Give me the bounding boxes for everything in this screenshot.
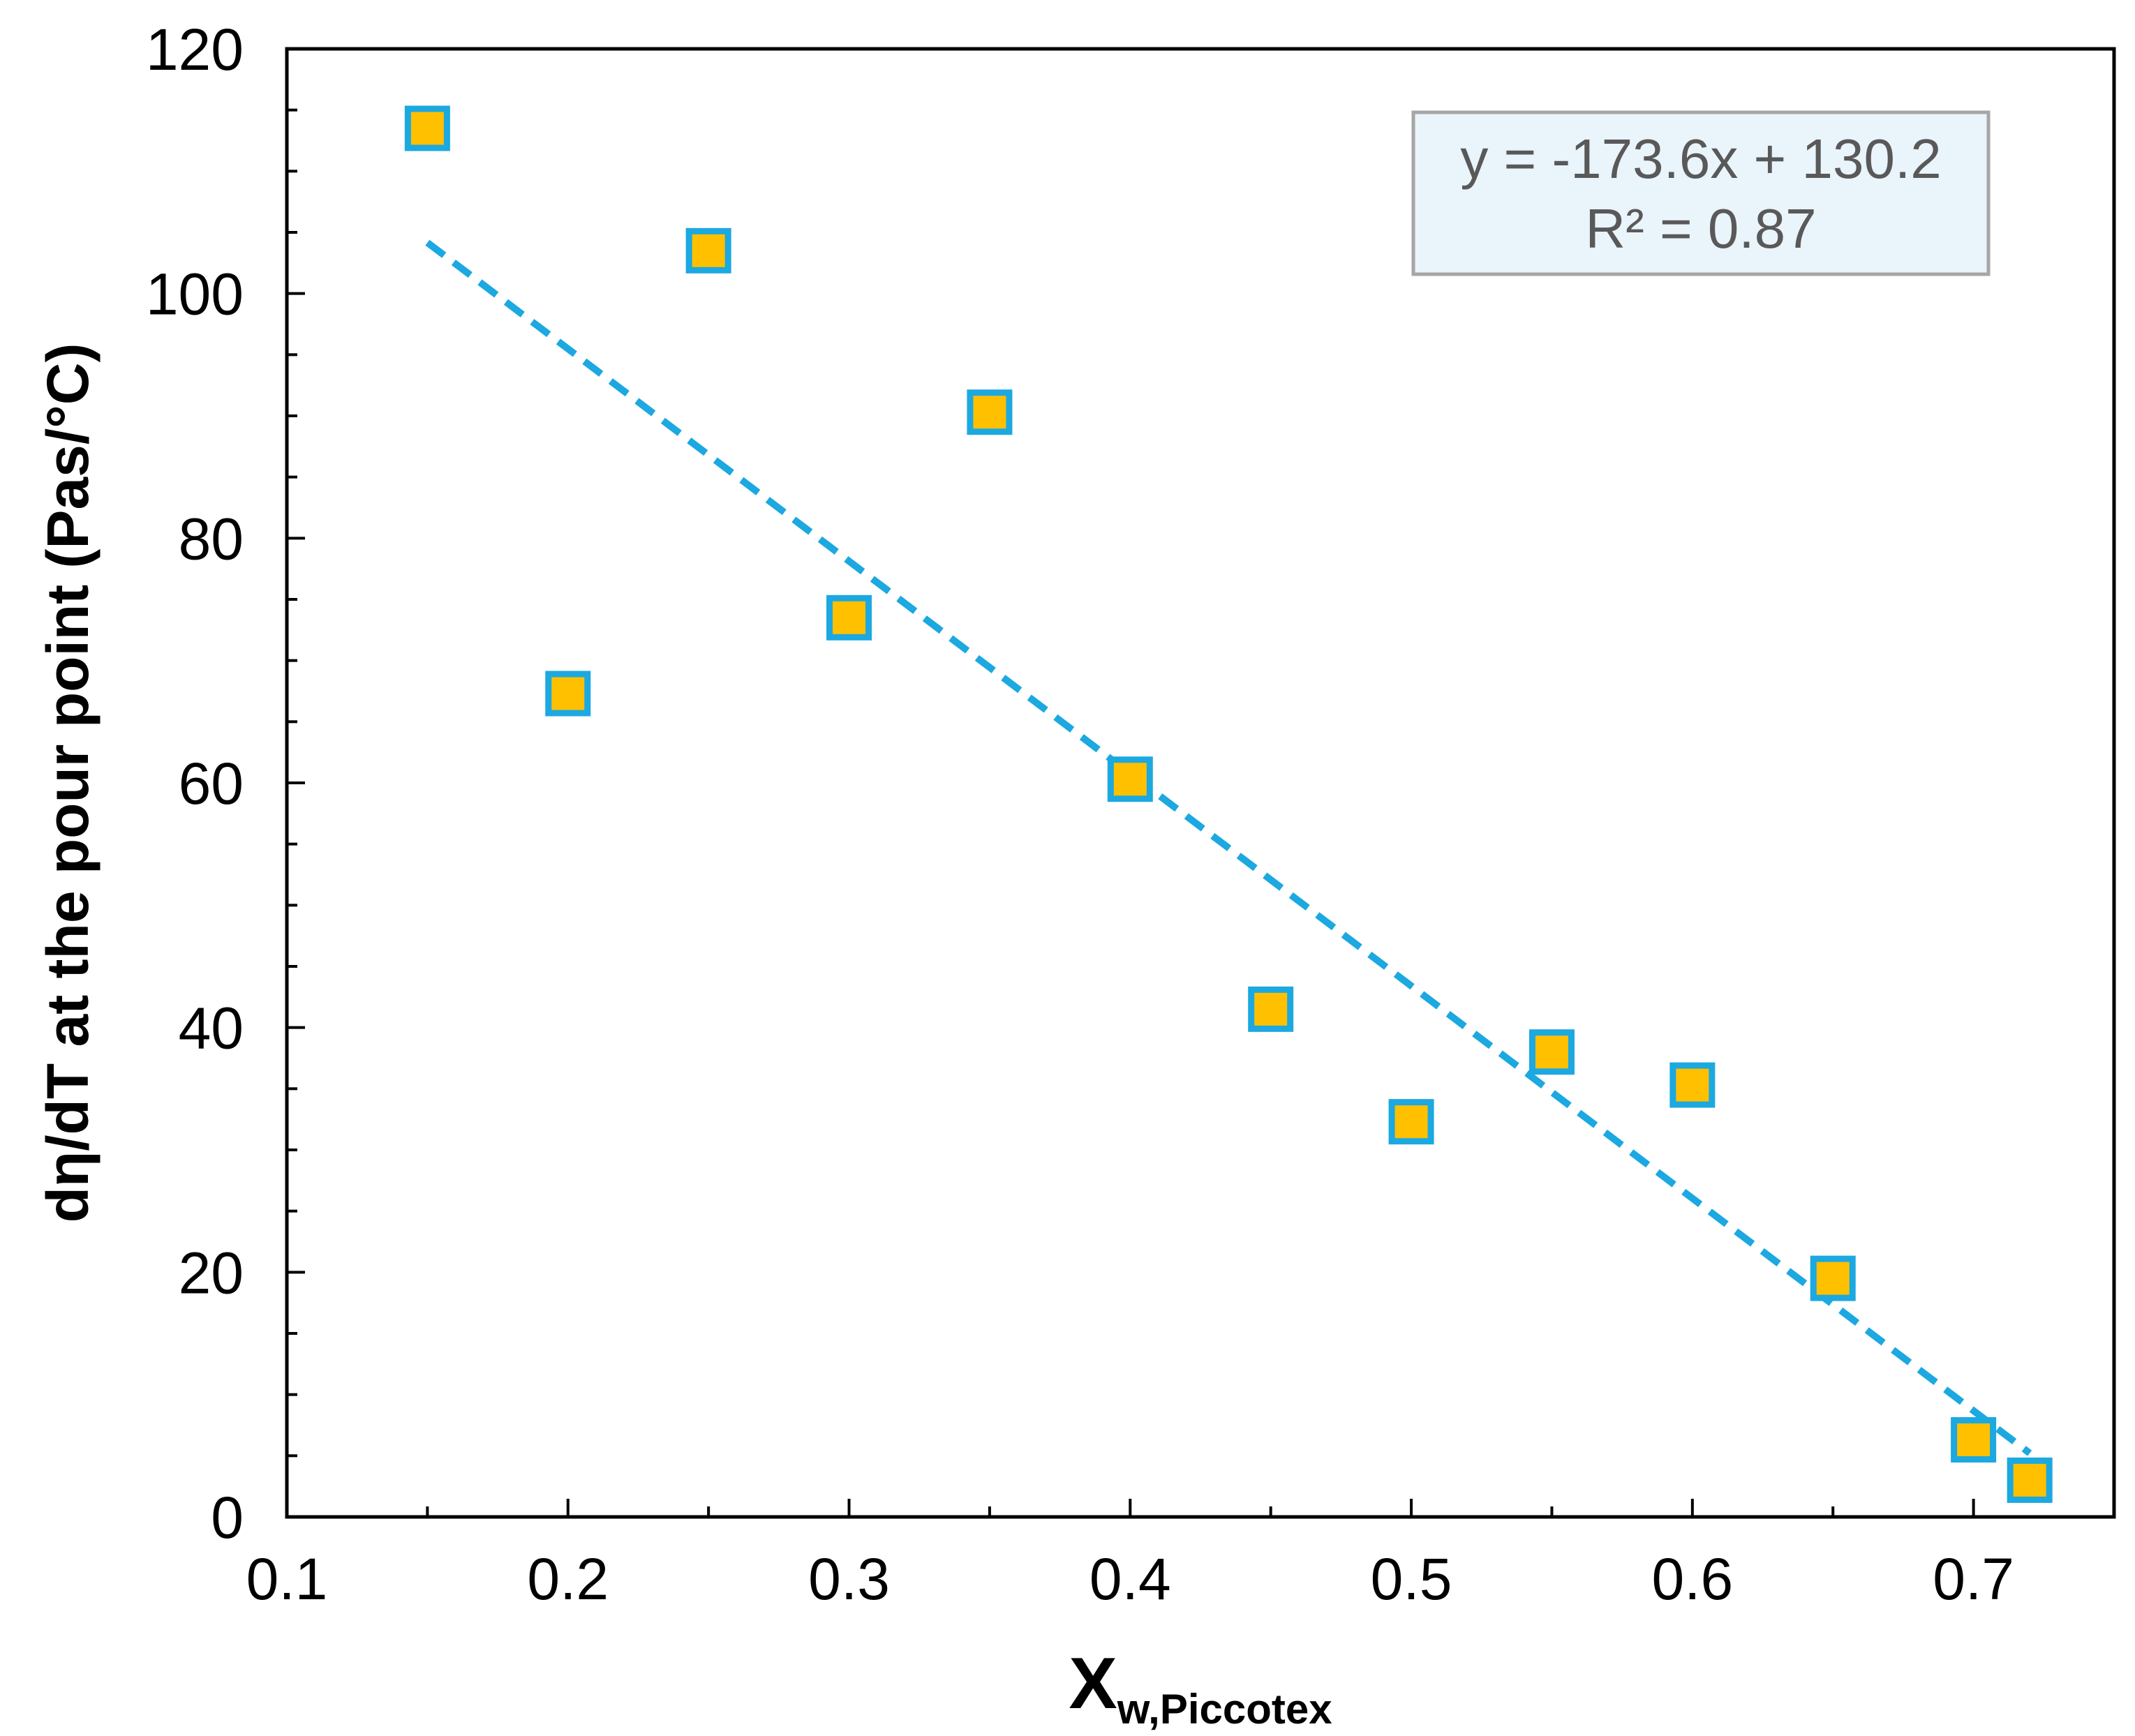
data-point [1951, 1417, 1997, 1463]
y-tick-label: 120 [146, 17, 244, 82]
data-points [404, 105, 2053, 1503]
y-tick-label: 60 [179, 751, 244, 816]
y-tick-label: 80 [179, 506, 244, 571]
x-tick-label: 0.6 [1651, 1546, 1733, 1612]
r-squared-value: R² = 0.87 [1585, 197, 1816, 260]
trendline-equation-box: y = -173.6x + 130.2 R² = 0.87 [1411, 110, 1991, 276]
x-tick-labels: 0.1 0.2 0.3 0.4 0.5 0.6 0.7 [246, 1546, 2014, 1612]
x-axis-title: Xw,Piccotex [1069, 1643, 1332, 1733]
data-point [1810, 1255, 1856, 1301]
y-tick-labels: 0 20 40 60 80 100 120 [146, 17, 244, 1550]
data-point [1248, 986, 1294, 1032]
x-tick-label: 0.5 [1371, 1546, 1452, 1612]
x-tick-label: 0.3 [808, 1546, 890, 1612]
x-axis-title-subscript: w,Piccotex [1117, 1686, 1332, 1733]
x-tick-label: 0.4 [1089, 1546, 1171, 1612]
data-point [685, 227, 731, 274]
x-tick-label: 0.2 [527, 1546, 609, 1612]
data-point [967, 389, 1013, 435]
data-point [826, 594, 872, 641]
x-axis-title-main: X [1069, 1643, 1117, 1724]
data-point [1388, 1099, 1434, 1145]
y-tick-label: 0 [211, 1485, 244, 1550]
data-point [1669, 1062, 1716, 1108]
x-tick-label: 0.1 [246, 1546, 328, 1612]
data-point [1107, 756, 1153, 802]
equation-box-frame [1411, 110, 1991, 276]
y-tick-label: 20 [179, 1240, 244, 1305]
trendline [425, 239, 2032, 1456]
x-tick-label: 0.7 [1933, 1546, 2014, 1612]
y-tick-label: 40 [179, 996, 244, 1061]
trendline-equation: y = -173.6x + 130.2 [1460, 128, 1941, 190]
data-point [404, 105, 450, 151]
data-point [545, 671, 591, 717]
plot-frame [285, 47, 2116, 1519]
trendline-group [425, 239, 2032, 1456]
data-point [1528, 1029, 1575, 1075]
data-point [2007, 1457, 2053, 1503]
y-axis-title: dη/dT at the pour point (Pas/°C) [35, 343, 101, 1223]
y-tick-label: 100 [146, 262, 244, 327]
